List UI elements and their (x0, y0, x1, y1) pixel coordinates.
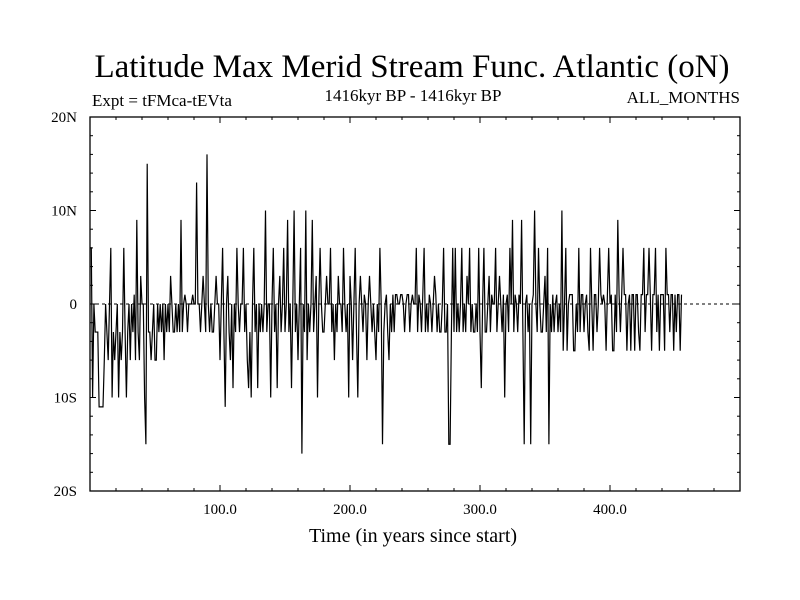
y-tick-label: 0 (70, 297, 78, 313)
x-tick-label: 300.0 (463, 502, 497, 518)
x-axis-label: Time (in years since start) (309, 525, 517, 547)
subtitle-left: Expt = tFMca-tEVta (92, 91, 232, 110)
y-tick-label: 10N (51, 204, 77, 220)
y-tick-label: 20S (54, 484, 77, 500)
x-tick-label: 100.0 (203, 502, 237, 518)
x-tick-label: 400.0 (593, 502, 627, 518)
series-line-0 (90, 154, 683, 454)
subtitle-right: ALL_MONTHS (627, 88, 740, 107)
chart-title: Latitude Max Merid Stream Func. Atlantic… (94, 49, 729, 85)
x-tick-label: 200.0 (333, 502, 367, 518)
y-tick-label: 10S (54, 391, 77, 407)
subtitle-center: 1416kyr BP - 1416kyr BP (325, 86, 502, 105)
y-tick-label: 20N (51, 110, 77, 126)
